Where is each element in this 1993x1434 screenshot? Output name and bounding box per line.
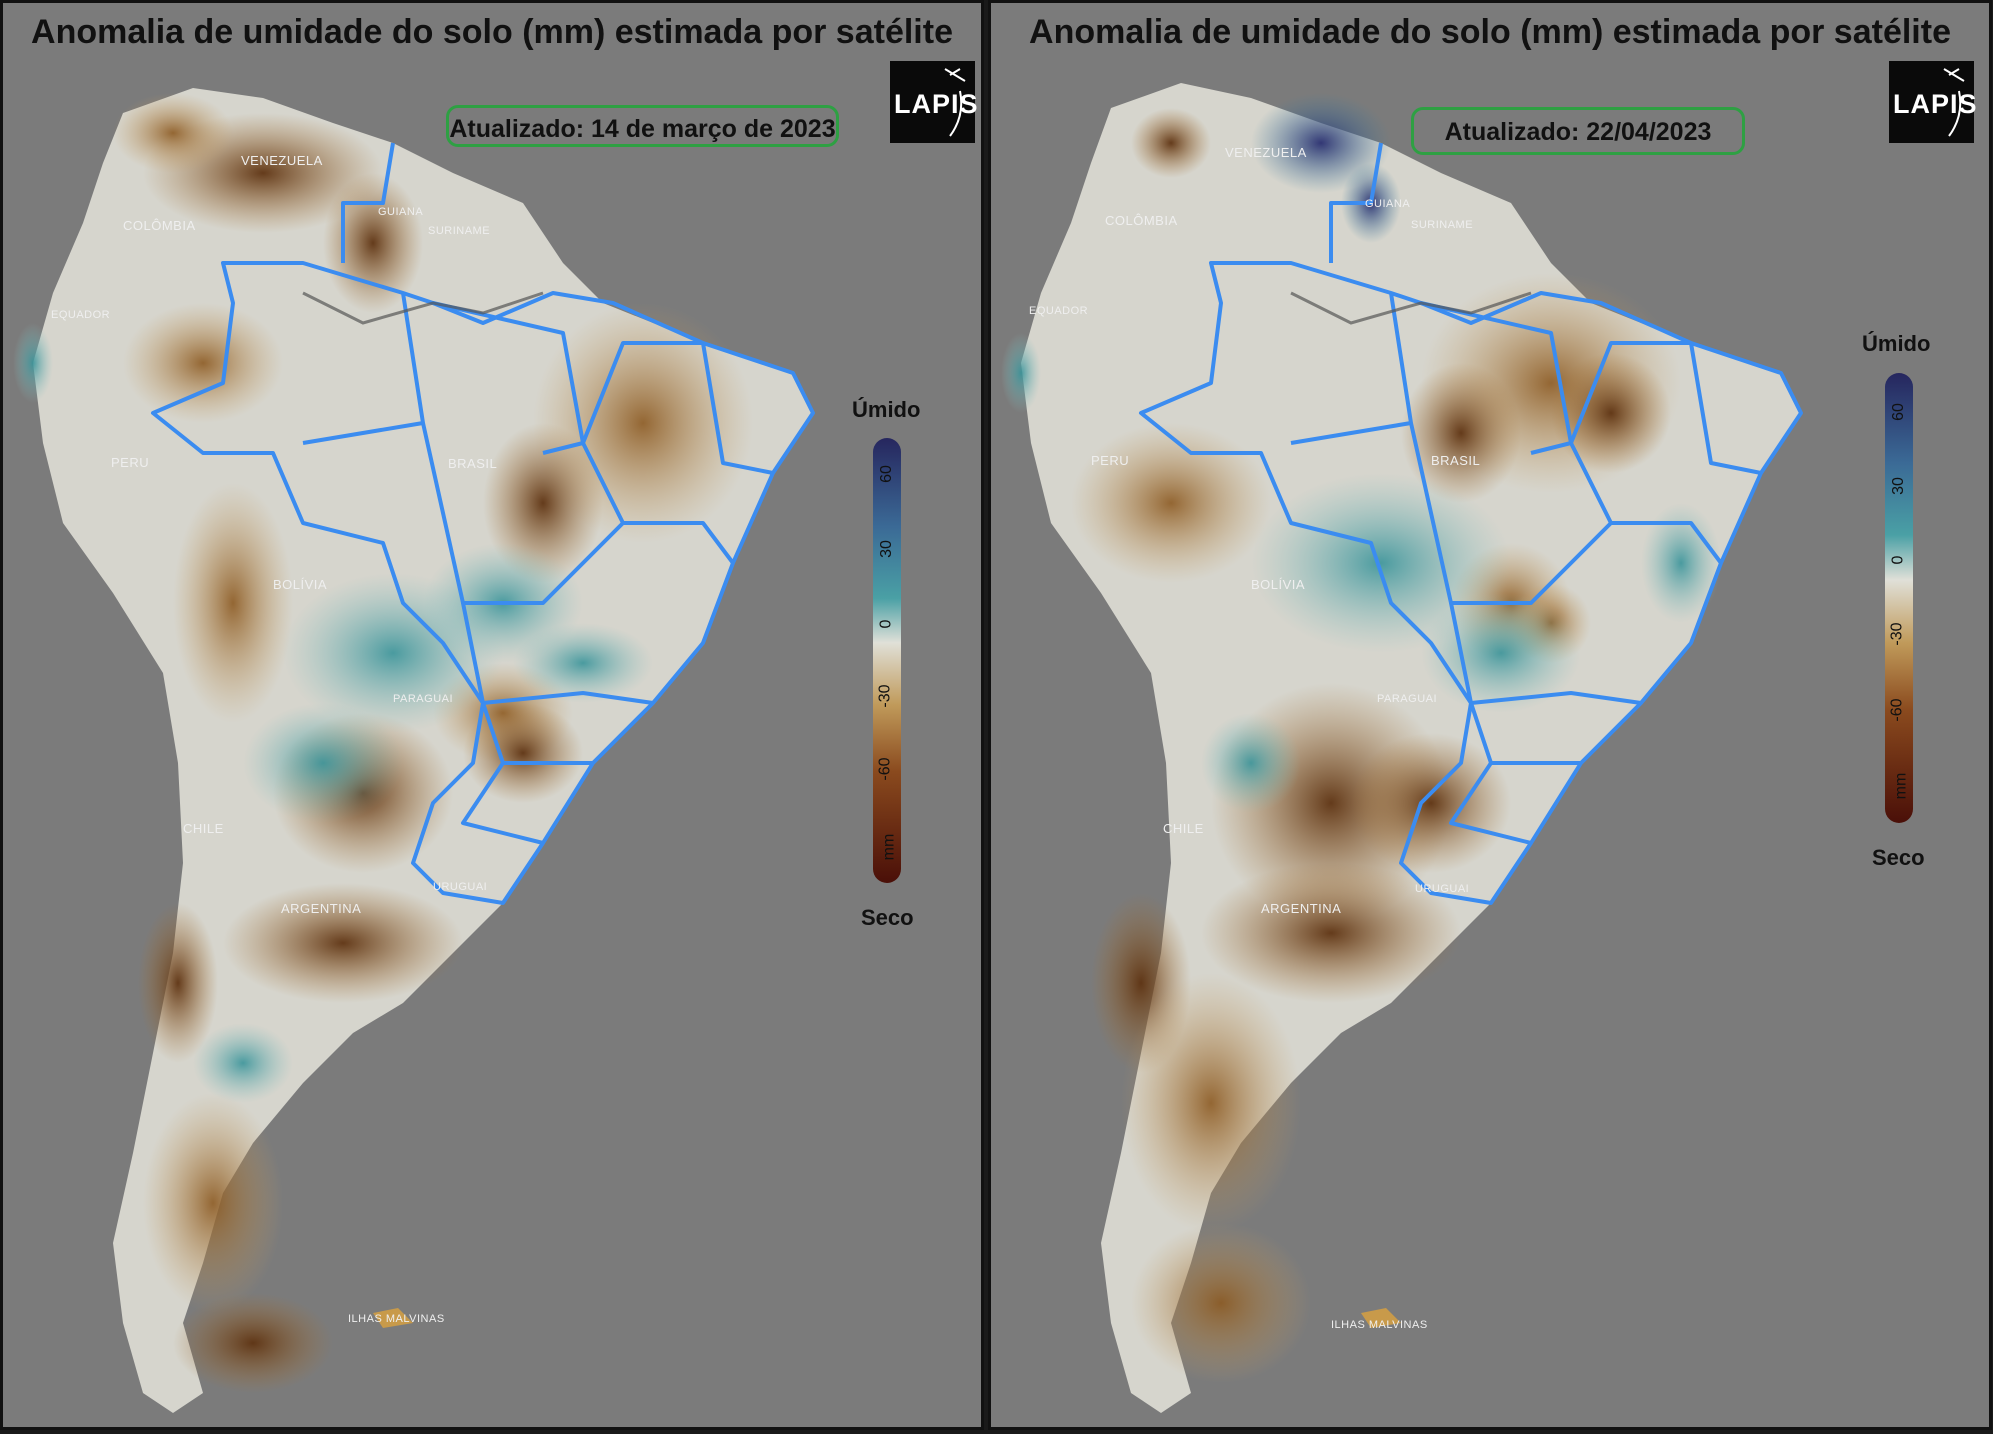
falkland-islands (373, 1308, 413, 1328)
scale-tick: 60 (877, 465, 895, 483)
label-venezuela: VENEZUELA (241, 153, 323, 168)
label-paraguai: PARAGUAI (393, 693, 454, 705)
label-equador: EQUADOR (1029, 305, 1089, 317)
south-america-map (1001, 83, 1803, 1413)
scale-bottom-label: Seco (1872, 845, 1925, 870)
updated-date-box: Atualizado: 22/04/2023 (1411, 107, 1745, 155)
label-argentina: ARGENTINA (1261, 901, 1342, 916)
label-equador: EQUADOR (51, 309, 111, 321)
scale-tick: mm (1892, 772, 1910, 800)
scale-bottom-label: Seco (861, 905, 914, 930)
logo-text: LAPIS (1893, 89, 1978, 119)
scale-tick: -60 (876, 757, 894, 781)
scale-tick: 0 (877, 619, 895, 629)
south-america-map (13, 88, 815, 1413)
scale-tick: 60 (1889, 403, 1907, 421)
scale-top-label: Úmido (1862, 331, 1931, 356)
label-brasil: BRASIL (1431, 453, 1481, 468)
map-title: Anomalia de umidade do solo (mm) estimad… (31, 13, 953, 51)
scale-tick: 30 (1889, 477, 1907, 495)
label-paraguai: PARAGUAI (1377, 693, 1438, 705)
label-guiana: GUIANA (1365, 198, 1411, 210)
lapis-logo: LAPIS (1889, 61, 1977, 143)
label-argentina: ARGENTINA (281, 901, 362, 916)
label-peru: PERU (111, 455, 150, 470)
color-scale-bar (873, 438, 901, 883)
label-guiana: GUIANA (378, 206, 424, 218)
dry-anomalies (113, 93, 753, 1393)
scale-tick: 0 (1889, 555, 1907, 565)
scale-tick: 30 (877, 540, 895, 558)
scale-top-label: Úmido (852, 397, 921, 422)
scale-tick: -60 (1888, 698, 1906, 722)
rivers (1290, 291, 1532, 325)
label-uruguai: URUGUAI (433, 881, 488, 893)
label-malvinas: ILHAS MALVINAS (1331, 1319, 1428, 1331)
dry-anomalies (1071, 108, 1681, 1383)
label-chile: CHILE (183, 821, 224, 836)
falkland-islands (1361, 1308, 1401, 1328)
scale-tick: -30 (1888, 622, 1906, 646)
map-title: Anomalia de umidade do solo (mm) estimad… (1029, 13, 1951, 51)
brazil-state-borders (151, 142, 815, 905)
scale-tick: -30 (876, 684, 894, 708)
satellite-icon (944, 68, 966, 137)
label-colombia: COLÔMBIA (123, 218, 196, 233)
label-suriname: SURINAME (1411, 219, 1474, 231)
scale-tick: mm (880, 833, 898, 861)
brazil-state-borders (1139, 142, 1803, 905)
logo-text: LAPIS (894, 89, 979, 119)
satellite-icon (1943, 68, 1965, 137)
rivers (302, 291, 544, 325)
updated-date-box: Atualizado: 14 de março de 2023 (446, 105, 839, 147)
label-bolivia: BOLÍVIA (1251, 577, 1306, 592)
color-scale-bar (1885, 373, 1913, 823)
label-suriname: SURINAME (428, 225, 491, 237)
wet-anomalies (1001, 93, 1721, 813)
label-chile: CHILE (1163, 821, 1204, 836)
map-panel-april: Anomalia de umidade do solo (mm) estimad… (988, 0, 1992, 1430)
label-venezuela: VENEZUELA (1225, 145, 1307, 160)
label-colombia: COLÔMBIA (1105, 213, 1178, 228)
map-panel-march: Anomalia de umidade do solo (mm) estimad… (0, 0, 984, 1430)
label-uruguai: URUGUAI (1415, 883, 1470, 895)
lapis-logo: LAPIS (890, 61, 978, 143)
label-peru: PERU (1091, 453, 1130, 468)
label-brasil: BRASIL (448, 456, 498, 471)
label-bolivia: BOLÍVIA (273, 577, 328, 592)
label-malvinas: ILHAS MALVINAS (348, 1313, 445, 1325)
